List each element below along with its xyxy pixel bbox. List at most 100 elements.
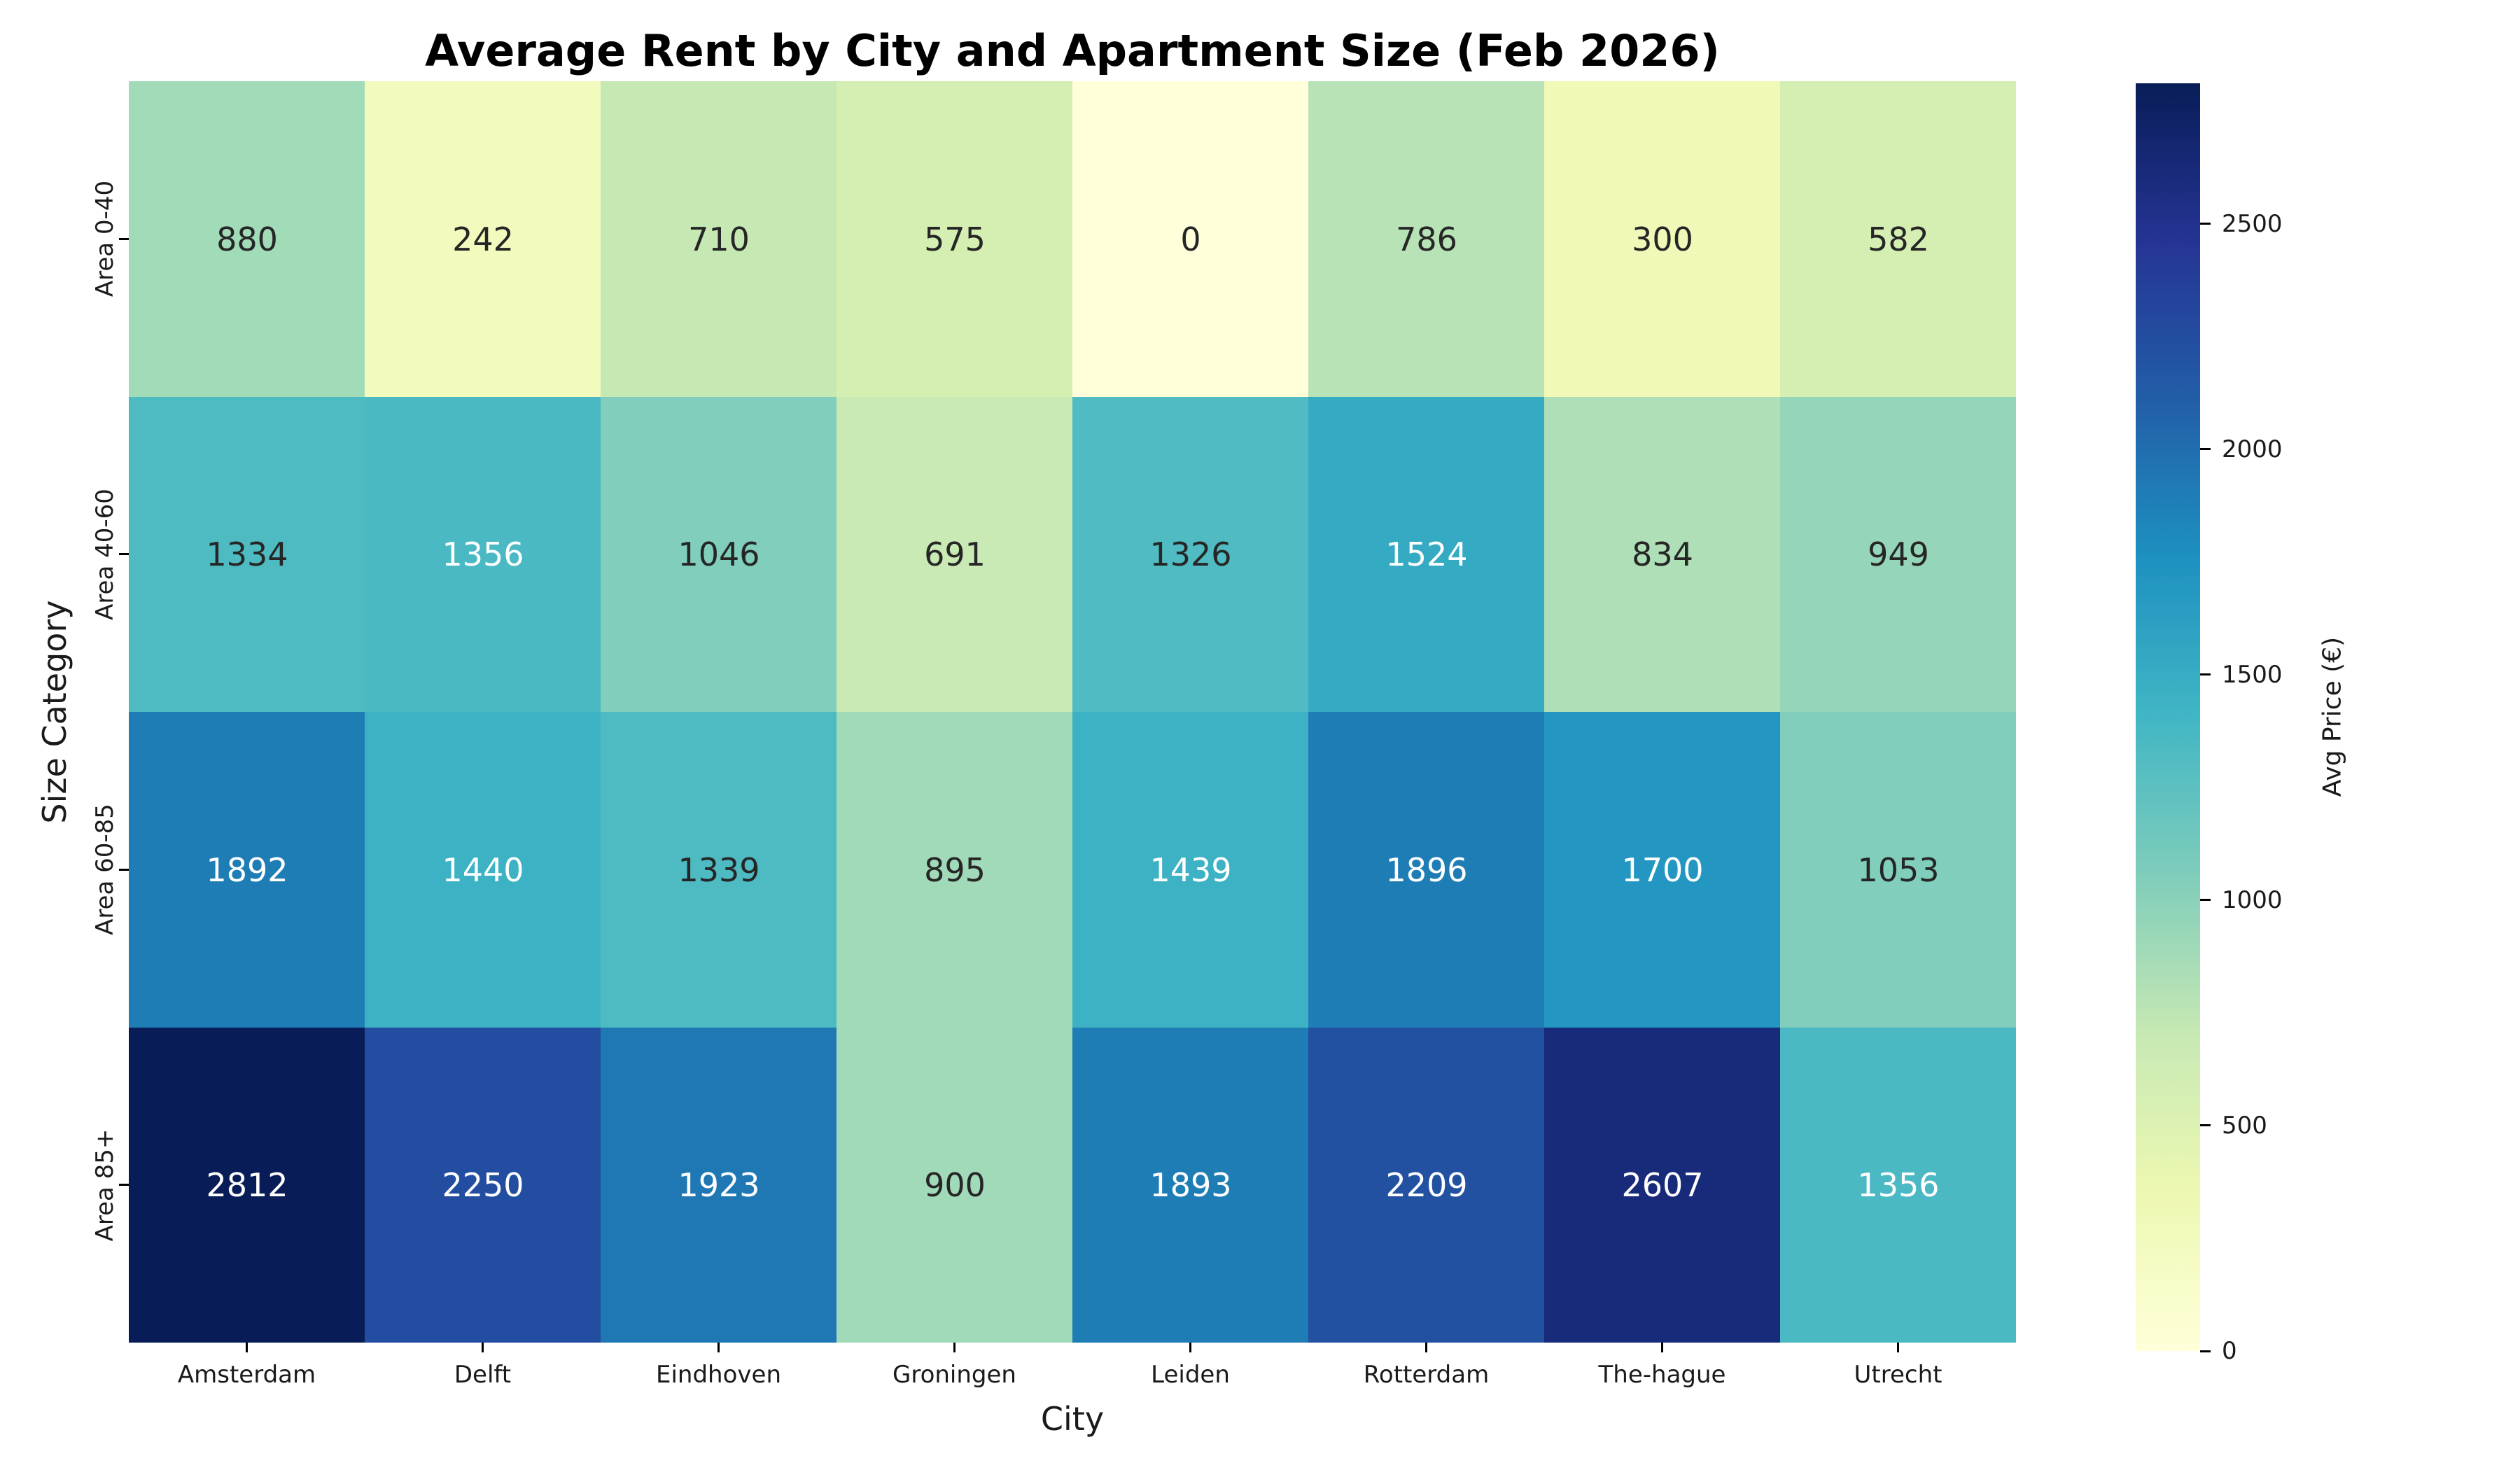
x-tick-mark bbox=[1897, 1343, 1899, 1352]
x-tick-label: Rotterdam bbox=[1363, 1361, 1490, 1389]
cell-value: 949 bbox=[1868, 536, 1929, 574]
cell-value: 300 bbox=[1632, 220, 1693, 258]
heatmap-cell: 895 bbox=[836, 712, 1073, 1028]
cell-value: 1923 bbox=[678, 1166, 760, 1205]
heatmap-cell: 1339 bbox=[601, 712, 837, 1028]
heatmap-cell: 2250 bbox=[365, 1027, 601, 1343]
y-tick-mark bbox=[119, 1184, 129, 1186]
x-tick-mark bbox=[953, 1343, 955, 1352]
cell-value: 1356 bbox=[1857, 1166, 1940, 1205]
cell-value: 1440 bbox=[442, 850, 524, 889]
y-tick-label: Area 60-85 bbox=[91, 804, 119, 936]
heatmap-cell: 1893 bbox=[1072, 1027, 1309, 1343]
cell-value: 242 bbox=[452, 220, 514, 258]
x-tick-mark bbox=[246, 1343, 248, 1352]
x-axis-label: City bbox=[1040, 1400, 1105, 1438]
heatmap-grid: 880 242 710 575 0 786 300 582 1334 1356 1046 691 132… bbox=[129, 81, 2016, 1343]
x-tick-mark bbox=[718, 1343, 720, 1352]
chart-title: Average Rent by City and Apartment Size … bbox=[425, 25, 1720, 76]
heatmap-cell: 691 bbox=[836, 396, 1073, 713]
cell-value: 1893 bbox=[1149, 1166, 1232, 1205]
x-tick-label: The-hague bbox=[1598, 1361, 1726, 1389]
heatmap-cell: 300 bbox=[1544, 81, 1781, 398]
heatmap-cell: 2209 bbox=[1308, 1027, 1545, 1343]
y-tick-label: Area 0-40 bbox=[91, 181, 119, 298]
colorbar-tick-label: 1000 bbox=[2222, 886, 2283, 914]
cell-value: 1053 bbox=[1857, 850, 1940, 889]
heatmap-cell: 2607 bbox=[1544, 1027, 1781, 1343]
y-tick-mark bbox=[119, 237, 129, 240]
cell-value: 834 bbox=[1632, 536, 1693, 574]
cell-value: 2812 bbox=[206, 1166, 288, 1205]
cell-value: 1700 bbox=[1621, 850, 1704, 889]
heatmap-cell: 242 bbox=[365, 81, 601, 398]
colorbar-tick-mark bbox=[2200, 899, 2211, 902]
cell-value: 1046 bbox=[678, 536, 760, 574]
heatmap-cell: 1700 bbox=[1544, 712, 1781, 1028]
heatmap-cell: 575 bbox=[836, 81, 1073, 398]
cell-value: 1439 bbox=[1149, 850, 1232, 889]
heatmap-cell: 2812 bbox=[129, 1027, 365, 1343]
heatmap-cell: 1439 bbox=[1072, 712, 1309, 1028]
heatmap-cell: 0 bbox=[1072, 81, 1309, 398]
cell-value: 880 bbox=[216, 220, 278, 258]
y-tick-label: Area 85+ bbox=[91, 1128, 119, 1242]
colorbar-tick-label: 1500 bbox=[2222, 660, 2283, 689]
heatmap-cell: 1326 bbox=[1072, 396, 1309, 713]
colorbar-tick-label: 0 bbox=[2222, 1337, 2237, 1365]
x-tick-label: Eindhoven bbox=[656, 1361, 781, 1389]
heatmap-cell: 710 bbox=[601, 81, 837, 398]
colorbar-tick-mark bbox=[2200, 673, 2211, 676]
cell-value: 786 bbox=[1396, 220, 1457, 258]
x-tick-label: Utrecht bbox=[1854, 1361, 1942, 1389]
colorbar-tick-label: 500 bbox=[2222, 1111, 2267, 1140]
heatmap-cell: 1356 bbox=[1780, 1027, 2016, 1343]
x-tick-label: Amsterdam bbox=[177, 1361, 316, 1389]
x-tick-mark bbox=[1425, 1343, 1427, 1352]
colorbar-tick-mark bbox=[2200, 223, 2211, 225]
colorbar-tick-mark bbox=[2200, 1350, 2211, 1352]
heatmap-cell: 1923 bbox=[601, 1027, 837, 1343]
heatmap-cell: 1524 bbox=[1308, 396, 1545, 713]
cell-value: 1524 bbox=[1385, 536, 1468, 574]
cell-value: 2250 bbox=[442, 1166, 524, 1205]
cell-value: 1326 bbox=[1149, 536, 1232, 574]
heatmap-cell: 1896 bbox=[1308, 712, 1545, 1028]
colorbar-tick-label: 2500 bbox=[2222, 209, 2283, 238]
x-tick-label: Delft bbox=[454, 1361, 512, 1389]
cell-value: 575 bbox=[924, 220, 986, 258]
heatmap-cell: 834 bbox=[1544, 396, 1781, 713]
cell-value: 1339 bbox=[678, 850, 760, 889]
cell-value: 710 bbox=[688, 220, 750, 258]
heatmap-cell: 1053 bbox=[1780, 712, 2016, 1028]
x-tick-mark bbox=[1189, 1343, 1191, 1352]
y-tick-label: Area 40-60 bbox=[91, 488, 119, 620]
x-tick-mark bbox=[482, 1343, 484, 1352]
colorbar-label: Avg Price (€) bbox=[2318, 636, 2347, 797]
cell-value: 2607 bbox=[1621, 1166, 1704, 1205]
colorbar-tick-mark bbox=[2200, 448, 2211, 451]
x-tick-label: Leiden bbox=[1151, 1361, 1230, 1389]
heatmap-cell: 1892 bbox=[129, 712, 365, 1028]
y-axis-label: Size Category bbox=[36, 600, 74, 824]
colorbar-tick-mark bbox=[2200, 1124, 2211, 1127]
heatmap-cell: 1334 bbox=[129, 396, 365, 713]
heatmap-cell: 582 bbox=[1780, 81, 2016, 398]
heatmap-cell: 1046 bbox=[601, 396, 837, 713]
colorbar-tick-label: 2000 bbox=[2222, 435, 2283, 463]
y-tick-mark bbox=[119, 553, 129, 556]
heatmap-cell: 900 bbox=[836, 1027, 1073, 1343]
cell-value: 1892 bbox=[206, 850, 288, 889]
heatmap-cell: 880 bbox=[129, 81, 365, 398]
cell-value: 1334 bbox=[206, 536, 288, 574]
heatmap-cell: 1440 bbox=[365, 712, 601, 1028]
heatmap-cell: 949 bbox=[1780, 396, 2016, 713]
cell-value: 691 bbox=[924, 536, 986, 574]
cell-value: 2209 bbox=[1385, 1166, 1468, 1205]
colorbar bbox=[2136, 83, 2200, 1351]
heatmap-cell: 1356 bbox=[365, 396, 601, 713]
x-tick-mark bbox=[1661, 1343, 1663, 1352]
cell-value: 895 bbox=[924, 850, 986, 889]
y-tick-mark bbox=[119, 868, 129, 871]
